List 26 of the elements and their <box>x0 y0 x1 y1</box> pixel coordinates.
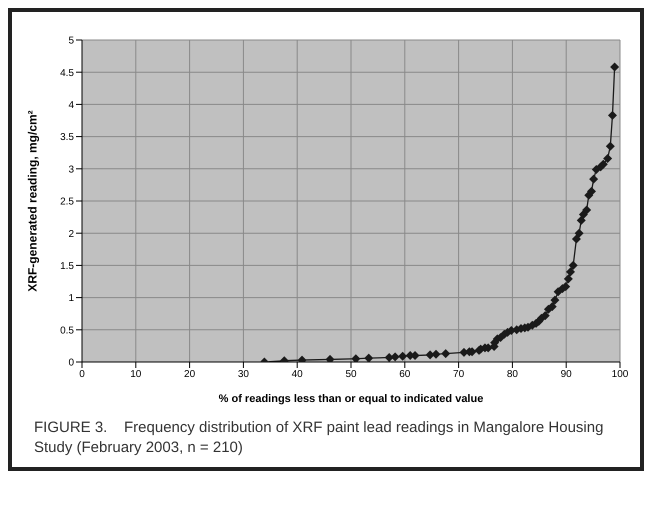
y-tick-label: 0 <box>68 358 74 369</box>
y-tick-label: 0.5 <box>60 325 74 336</box>
x-tick-label: 70 <box>453 369 465 380</box>
caption: FIGURE 3. Frequency distribution of XRF paint lead readings in Mangalore Housing Study (February 2003, n = 210) <box>33 418 604 457</box>
x-tick-label: 10 <box>130 369 142 380</box>
x-tick-label: 80 <box>506 369 518 380</box>
y-tick-label: 1 <box>68 293 74 304</box>
figure-frame: 0 10 20 30 40 50 60 70 80 90 100 % of readings less than or equal to indicated value 0 0.5 1 1.5 2 2.5 3 3.5 4 4.5 5 XRF-generated reading, mg/cm² FIGURE 3. Frequency distribution of XRF paint lead readings in Mangalore Housing Study (February 2003, n = 210) <box>8 8 644 471</box>
y-tick-label: 2.5 <box>60 196 74 208</box>
y-tick-label: 4 <box>68 100 74 111</box>
y-axis-title: XRF-generated reading, mg/cm² <box>25 110 40 292</box>
y-tick-label: 5 <box>68 36 74 47</box>
x-tick-label: 100 <box>612 369 629 380</box>
y-tick-label: 3 <box>68 164 74 176</box>
x-tick-label: 40 <box>292 369 304 380</box>
x-tick-label: 90 <box>560 369 572 380</box>
x-tick-label: 0 <box>79 369 86 380</box>
y-tick-label: 2 <box>68 228 74 240</box>
y-tick-label: 4.5 <box>60 68 74 79</box>
x-tick-label: 50 <box>345 369 357 380</box>
x-axis-title: % of readings less than or equal to indicated value <box>218 393 484 405</box>
y-tick-label: 1.5 <box>60 260 74 272</box>
x-tick-label: 20 <box>184 369 196 380</box>
x-tick-label: 30 <box>238 369 250 380</box>
x-tick-label: 60 <box>399 369 411 380</box>
y-tick-label: 3.5 <box>60 132 74 144</box>
